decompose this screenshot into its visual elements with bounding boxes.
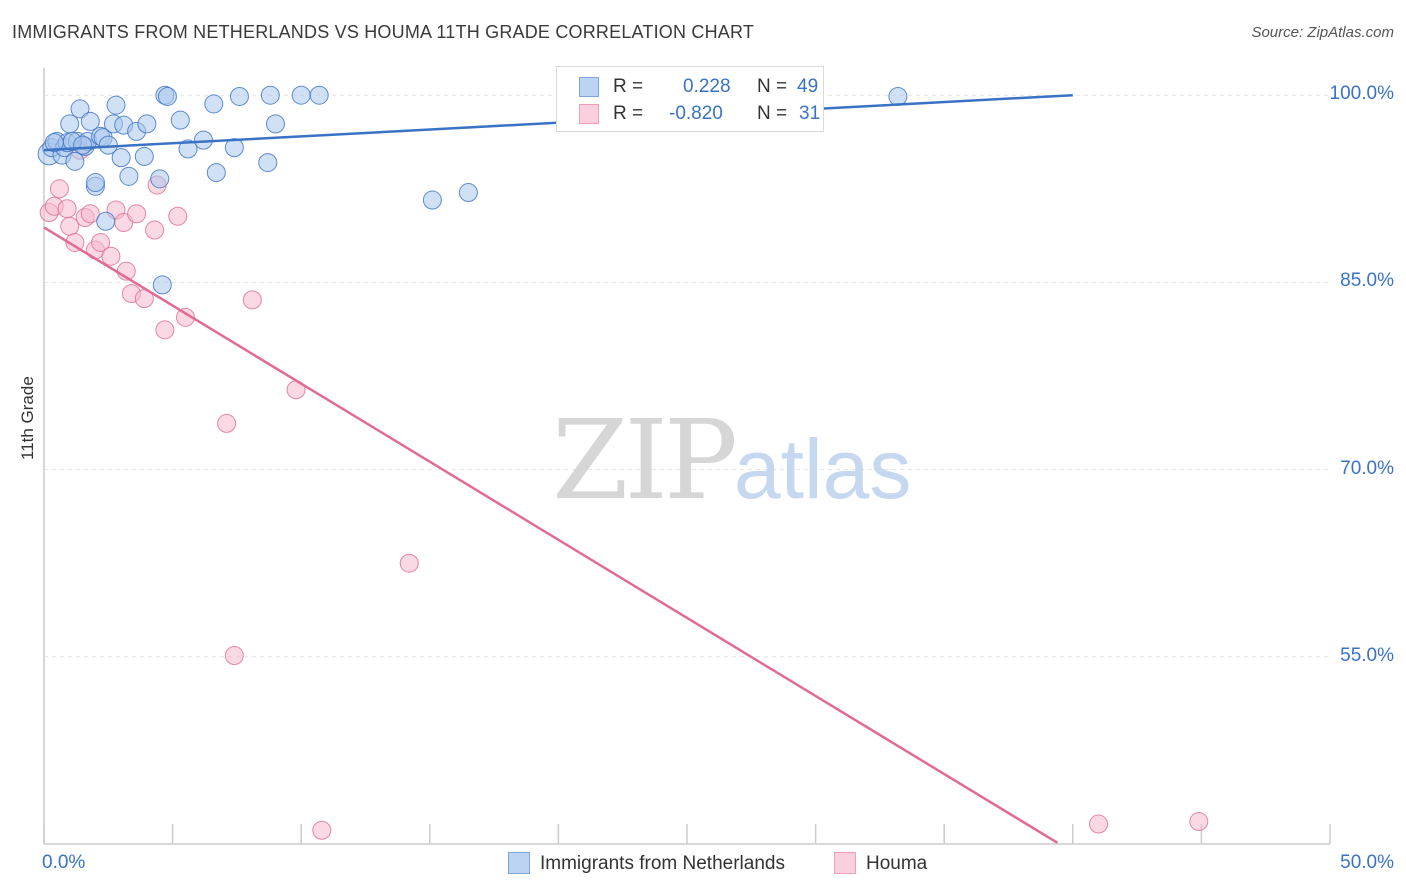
- correlation-legend: R = 0.228 N = 49 R = -0.820 N = 31: [556, 66, 824, 132]
- houma-point: [80, 204, 100, 224]
- netherlands-point: [60, 114, 80, 134]
- legend-n-value: 49: [797, 76, 819, 97]
- y-axis-label: 11th Grade: [18, 376, 37, 460]
- legend-series-name: Houma: [866, 853, 928, 874]
- netherlands-point: [85, 173, 105, 193]
- netherlands-point: [73, 135, 93, 155]
- netherlands-point: [152, 275, 172, 295]
- gridlines: [44, 94, 1330, 658]
- netherlands-point: [178, 139, 198, 159]
- x-tick-min: 0.0%: [42, 852, 86, 873]
- netherlands-point: [111, 148, 131, 168]
- houma-point: [217, 413, 237, 433]
- legend-n-label: N =: [757, 76, 788, 97]
- netherlands-point: [96, 211, 116, 231]
- netherlands-point: [204, 94, 224, 114]
- houma-point: [1189, 812, 1209, 832]
- netherlands-point: [134, 146, 154, 166]
- legend-swatch-blue: [508, 852, 530, 874]
- netherlands-point: [106, 95, 126, 115]
- netherlands-point: [458, 183, 478, 203]
- houma-point: [175, 307, 195, 327]
- legend-n-value: 31: [799, 103, 821, 124]
- houma-point: [91, 232, 111, 252]
- houma-point: [101, 246, 121, 266]
- watermark: ZIPatlas: [552, 396, 912, 524]
- netherlands-point: [157, 86, 177, 106]
- netherlands-point: [206, 163, 226, 183]
- legend-r-label: R =: [613, 76, 644, 97]
- netherlands-point: [80, 111, 100, 131]
- houma-trend-line: [43, 226, 1059, 844]
- y-tick-label: 100.0%: [1329, 83, 1394, 105]
- legend-n-label: N =: [757, 103, 788, 124]
- chart-title: IMMIGRANTS FROM NETHERLANDS VS HOUMA 11T…: [12, 22, 755, 42]
- netherlands-point: [224, 138, 244, 158]
- houma-point: [224, 646, 244, 666]
- y-tick-label: 85.0%: [1340, 270, 1394, 292]
- houma-point: [399, 553, 419, 573]
- legend-swatch-blue: [579, 77, 599, 97]
- houma-point: [312, 820, 332, 840]
- netherlands-point: [150, 169, 170, 189]
- netherlands-point: [70, 99, 90, 119]
- houma-point: [155, 320, 175, 340]
- houma-points: [39, 140, 1209, 840]
- netherlands-point: [65, 151, 85, 171]
- houma-point: [242, 290, 262, 310]
- legend-swatch-pink: [579, 104, 599, 124]
- netherlands-point: [260, 85, 280, 105]
- source-label: Source: ZipAtlas.com: [1251, 24, 1394, 41]
- y-tick-label: 70.0%: [1340, 457, 1394, 479]
- netherlands-point: [265, 114, 285, 134]
- axes: [43, 68, 1331, 845]
- legend-r-value: 0.228: [683, 76, 731, 97]
- netherlands-point: [137, 114, 157, 134]
- houma-point: [49, 179, 69, 199]
- houma-point: [57, 199, 77, 219]
- netherlands-point: [309, 85, 329, 105]
- netherlands-points: [37, 85, 908, 295]
- houma-point: [65, 232, 85, 252]
- netherlands-point: [119, 166, 139, 186]
- x-tick-max: 50.0%: [1340, 852, 1394, 873]
- legend-swatch-pink: [834, 852, 856, 874]
- legend-series-name: Immigrants from Netherlands: [540, 853, 785, 874]
- netherlands-point: [170, 110, 190, 130]
- y-tick-label: 55.0%: [1340, 644, 1394, 666]
- houma-point: [145, 220, 165, 240]
- legend-r-value: -0.820: [669, 103, 723, 124]
- houma-point: [1089, 814, 1109, 834]
- houma-point: [127, 204, 147, 224]
- netherlands-point: [258, 153, 278, 173]
- netherlands-point: [229, 86, 249, 106]
- legend-r-label: R =: [613, 103, 644, 124]
- houma-point: [168, 206, 188, 226]
- netherlands-point: [422, 190, 442, 210]
- netherlands-point: [888, 86, 908, 106]
- netherlands-point: [291, 85, 311, 105]
